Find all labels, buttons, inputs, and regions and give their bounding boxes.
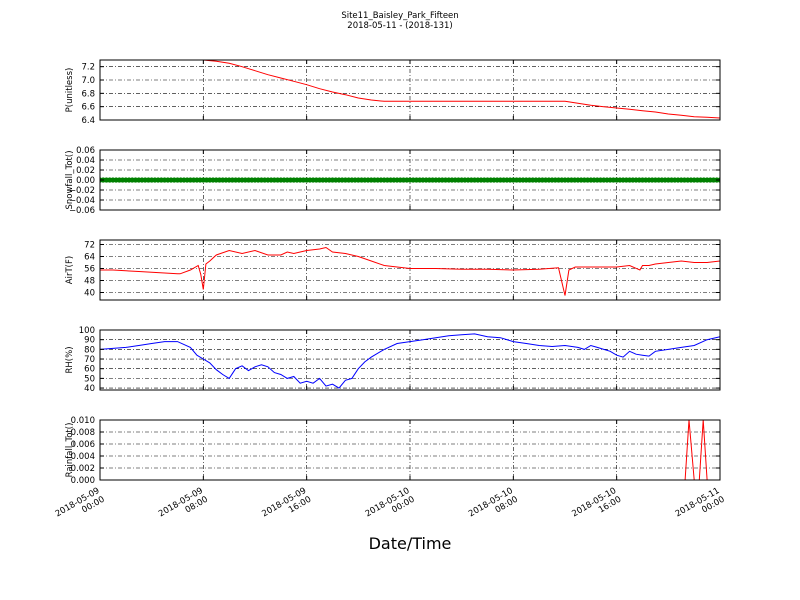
y-tick-label: 0.04 [76,156,95,166]
y-tick-label: −0.02 [69,186,95,196]
subplot-1: 6.4 6.6 6.8 7.0 7.2 P(unitless) [65,59,721,126]
y-tick-label: 7.2 [81,63,95,73]
y-tick-label: 0.010 [71,416,95,426]
y-tick-label: 70 [84,355,95,365]
y-tick-label: 80 [84,345,95,355]
y-tick-label: 50 [84,374,95,384]
y-tick-label: 40 [84,384,95,394]
y-tick-label: 64 [84,253,95,263]
series-line [100,420,720,480]
y-axis-label: P(unitless) [65,68,75,113]
subplot-2: −0.06−0.04−0.020.000.020.040.06Snowfall_… [65,146,721,216]
y-tick-label: 0.00 [76,176,95,186]
subplot-3: 40 48 56 64 72 AirT(F) [65,239,721,301]
y-tick-label: 90 [84,336,95,346]
y-tick-label: 6.8 [81,89,95,99]
y-tick-label: 40 [84,289,95,299]
y-tick-label: 100 [79,326,95,336]
y-tick-label: 0.002 [71,464,95,474]
series-line [100,333,720,389]
y-axis-label: Rainfall_Tot() [65,423,75,478]
y-tick-label: 7.0 [81,76,95,86]
y-tick-label: 0.008 [71,428,95,438]
y-axis-label: Snowfall_Tot() [65,150,75,209]
chart-title: Site11_Baisley_Park_Fifteen [341,11,459,21]
y-tick-label: −0.06 [69,206,95,216]
chart-title-block: Site11_Baisley_Park_Fifteen 2018-05-11 -… [300,11,500,31]
y-tick-label: 0.006 [71,440,95,450]
y-axis-label: AirT(F) [65,256,75,284]
x-axis-label: Date/Time [368,534,452,553]
y-tick-label: 72 [84,241,95,251]
y-axis-label: RH(%) [65,346,75,373]
y-tick-label: 56 [84,265,95,275]
y-tick-label: 0.000 [71,476,95,486]
subplot-5: 0.000 0.002 0.004 0.006 0.008 0.010Rainfall_T… [65,416,721,486]
y-tick-label: 48 [84,277,95,287]
y-tick-label: 0.02 [76,166,95,176]
y-tick-label: 60 [84,365,95,375]
y-tick-label: −0.04 [69,196,95,206]
y-tick-label: 0.004 [71,452,95,462]
series-line [194,60,720,119]
chart-subtitle: 2018-05-11 - (2018-131) [347,21,453,31]
y-tick-label: 0.06 [76,146,95,156]
y-tick-label: 6.6 [81,103,95,113]
series-line [100,246,720,296]
y-tick-label: 6.4 [81,116,95,126]
snowfall-points [100,177,720,183]
